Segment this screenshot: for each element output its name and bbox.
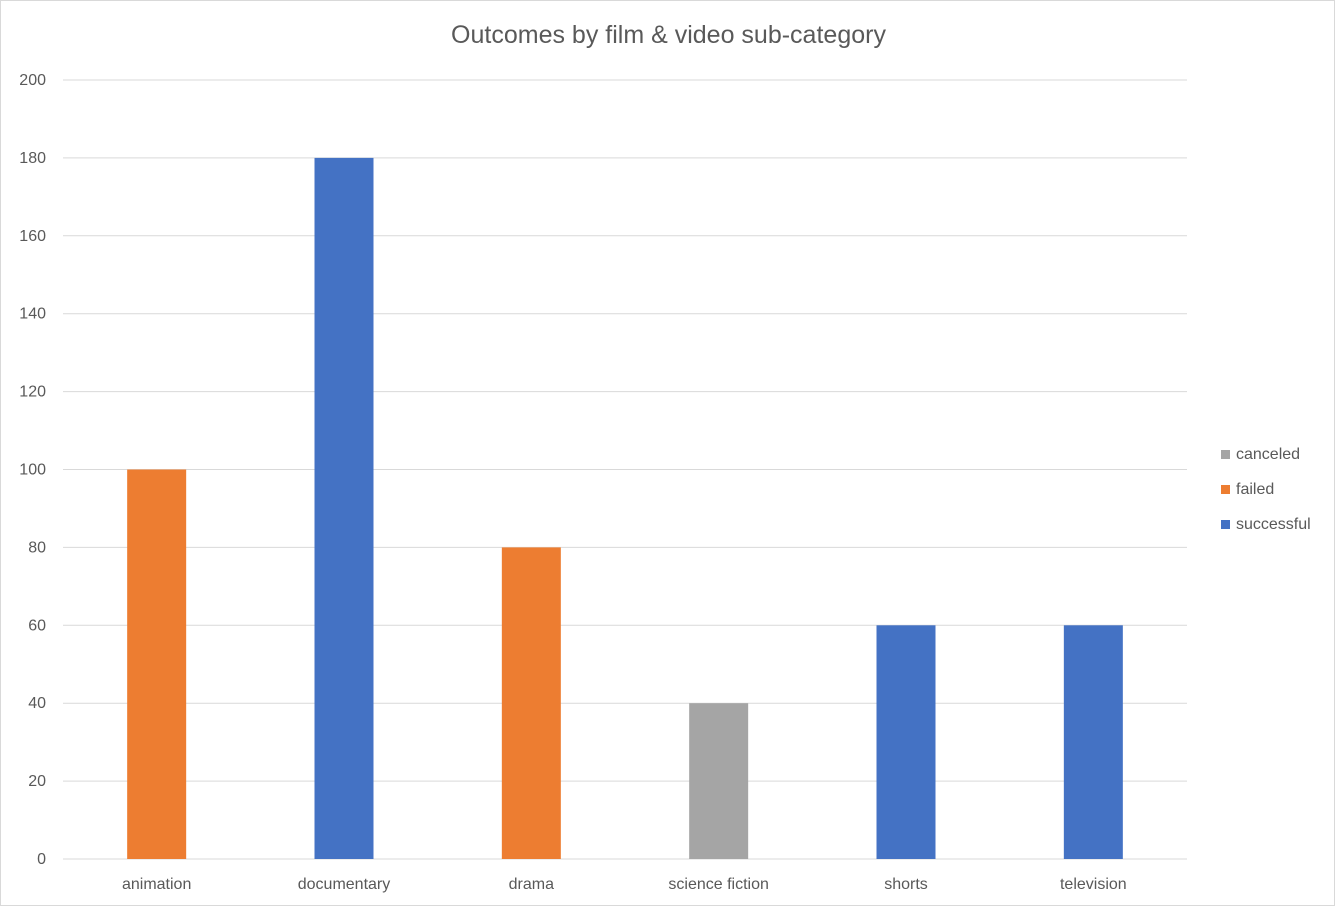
legend: canceled failed successful [1221, 437, 1311, 542]
y-tick-label: 40 [28, 695, 46, 712]
legend-swatch [1221, 520, 1230, 529]
y-tick-label: 100 [19, 462, 46, 479]
x-tick-label: animation [122, 876, 191, 893]
x-tick-label: drama [509, 876, 554, 893]
y-tick-label: 140 [19, 306, 46, 323]
legend-item-canceled: canceled [1221, 437, 1311, 472]
legend-swatch [1221, 485, 1230, 494]
x-tick-label: television [1060, 876, 1127, 893]
y-tick-label: 120 [19, 384, 46, 401]
y-tick-label: 200 [19, 72, 46, 89]
y-tick-label: 160 [19, 228, 46, 245]
bar-shorts-successful [876, 625, 936, 859]
y-tick-label: 0 [37, 851, 46, 868]
y-tick-label: 180 [19, 150, 46, 167]
legend-label: successful [1236, 515, 1311, 533]
x-tick-label: science fiction [668, 876, 769, 893]
x-tick-label: documentary [298, 876, 391, 893]
y-tick-label: 20 [28, 773, 46, 790]
legend-label: canceled [1236, 445, 1301, 463]
legend-label: failed [1236, 480, 1275, 498]
chart-title: Outcomes by film & video sub-category [451, 21, 886, 49]
bar-television-successful [1063, 625, 1123, 859]
bar-science-fiction-canceled [689, 703, 749, 859]
bar-animation-failed [127, 469, 187, 859]
x-tick-label: shorts [884, 876, 928, 893]
legend-item-failed: failed [1221, 472, 1311, 507]
legend-item-successful: successful [1221, 507, 1311, 542]
y-tick-label: 60 [28, 617, 46, 634]
legend-swatch [1221, 450, 1230, 459]
y-tick-label: 80 [28, 539, 46, 556]
bar-documentary-successful [314, 157, 374, 859]
bar-drama-failed [501, 547, 561, 859]
